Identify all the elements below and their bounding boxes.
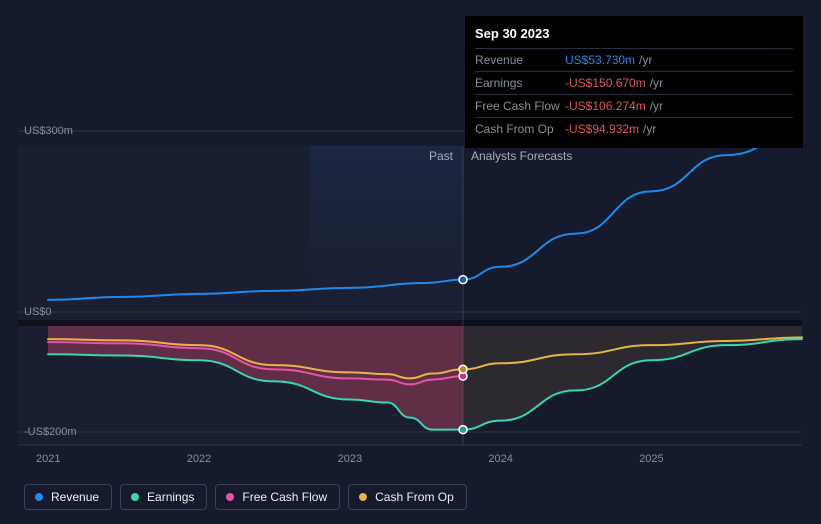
tooltip-value: -US$106.274m/yr bbox=[565, 97, 793, 115]
legend-label: Earnings bbox=[147, 490, 194, 504]
tooltip-row-cfo: Cash From Op -US$94.932m/yr bbox=[475, 117, 793, 140]
tooltip-label: Cash From Op bbox=[475, 120, 565, 138]
x-axis-label: 2024 bbox=[488, 453, 512, 465]
legend-label: Cash From Op bbox=[375, 490, 454, 504]
tooltip-label: Free Cash Flow bbox=[475, 97, 565, 115]
region-label-forecast: Analysts Forecasts bbox=[471, 149, 572, 163]
tooltip-date: Sep 30 2023 bbox=[475, 24, 793, 48]
tooltip-value: -US$150.670m/yr bbox=[565, 74, 793, 92]
legend-item-cfo[interactable]: Cash From Op bbox=[348, 484, 467, 510]
y-axis-label: US$300m bbox=[24, 125, 73, 137]
chart-tooltip: Sep 30 2023 Revenue US$53.730m/yr Earnin… bbox=[465, 16, 803, 148]
x-axis-label: 2025 bbox=[639, 453, 663, 465]
tooltip-row-fcf: Free Cash Flow -US$106.274m/yr bbox=[475, 94, 793, 117]
x-axis-label: 2023 bbox=[338, 453, 362, 465]
x-axis-label: 2021 bbox=[36, 453, 60, 465]
legend-label: Free Cash Flow bbox=[242, 490, 327, 504]
tooltip-label: Earnings bbox=[475, 74, 565, 92]
tooltip-row-earnings: Earnings -US$150.670m/yr bbox=[475, 71, 793, 94]
legend-dot-icon bbox=[359, 493, 367, 501]
chart-legend: Revenue Earnings Free Cash Flow Cash Fro… bbox=[24, 484, 467, 510]
region-label-past: Past bbox=[429, 149, 453, 163]
legend-dot-icon bbox=[226, 493, 234, 501]
legend-item-earnings[interactable]: Earnings bbox=[120, 484, 207, 510]
financials-chart: US$300m US$0 -US$200m 2021 2022 2023 202… bbox=[0, 0, 821, 524]
legend-item-revenue[interactable]: Revenue bbox=[24, 484, 112, 510]
tooltip-row-revenue: Revenue US$53.730m/yr bbox=[475, 48, 793, 71]
tooltip-value: -US$94.932m/yr bbox=[565, 120, 793, 138]
y-axis-label: -US$200m bbox=[24, 426, 77, 438]
legend-label: Revenue bbox=[51, 490, 99, 504]
legend-item-fcf[interactable]: Free Cash Flow bbox=[215, 484, 340, 510]
x-axis-label: 2022 bbox=[187, 453, 211, 465]
legend-dot-icon bbox=[35, 493, 43, 501]
y-axis-label: US$0 bbox=[24, 306, 52, 318]
tooltip-value: US$53.730m/yr bbox=[565, 51, 793, 69]
legend-dot-icon bbox=[131, 493, 139, 501]
tooltip-label: Revenue bbox=[475, 51, 565, 69]
